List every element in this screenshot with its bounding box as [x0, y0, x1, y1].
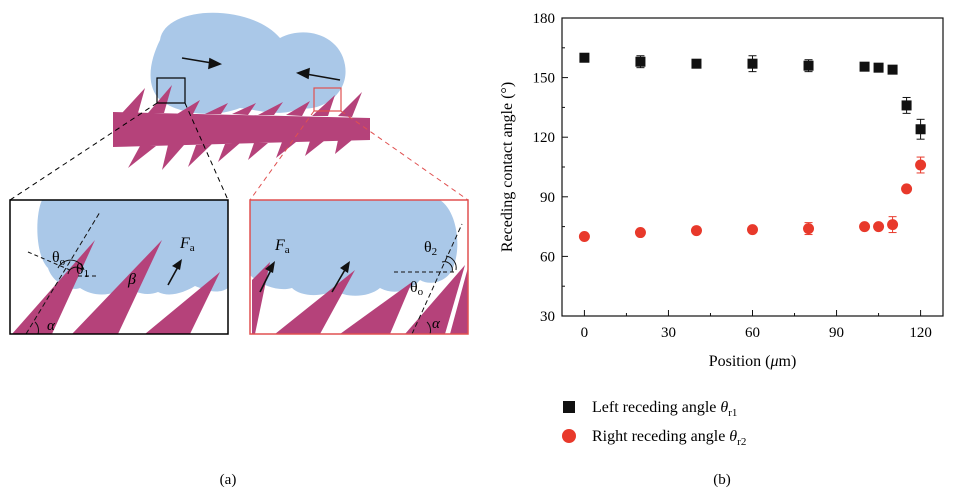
svg-text:Fa: Fa [179, 235, 195, 254]
inset-left-frame [9, 199, 229, 335]
inset-right-frame [249, 199, 469, 335]
fiber [113, 112, 370, 147]
x-tick-label: 60 [745, 325, 760, 341]
data-point-left [901, 100, 912, 111]
y-tick-label: 90 [540, 190, 555, 206]
inset-left: θo θ1 β Fa α [9, 199, 229, 335]
legend-marker-right [562, 429, 576, 443]
legend-symbol-left: θ [720, 399, 728, 416]
inset-right-droplet [250, 200, 458, 296]
selection-box-right [313, 87, 342, 112]
inset-right-theta-2-sub: 2 [432, 246, 438, 258]
droplet-arrow-left [295, 67, 341, 81]
inset-right-spine-3 [340, 282, 412, 334]
svg-text:Fa: Fa [274, 237, 290, 256]
x-tick-label: 120 [909, 325, 932, 341]
y-tick-label: 30 [540, 309, 555, 325]
inset-left-theta-o-sub: o [60, 256, 66, 268]
svg-text:θ1: θ1 [76, 261, 89, 280]
inset-right-theta-o-sub: o [418, 286, 424, 298]
x-tick-label: 30 [661, 325, 676, 341]
fiber-spines-top [122, 85, 362, 117]
inset-left-theta-o: θ [52, 249, 60, 266]
x-tick-label: 90 [829, 325, 844, 341]
legend-sub-right: r2 [737, 436, 746, 448]
data-point-left [691, 58, 702, 69]
data-point-right [915, 159, 927, 171]
inset-right-spine-4 [405, 267, 468, 334]
inset-left-spine-2 [72, 240, 162, 334]
data-point-right [873, 221, 885, 233]
legend: Left receding angle θr1 Right receding a… [562, 399, 746, 448]
data-point-left [859, 61, 870, 72]
inset-left-alpha: α [47, 318, 56, 334]
droplet-arrow-right [181, 57, 223, 70]
data-point-left [635, 56, 646, 67]
inset-right-force-sub: a [285, 244, 290, 256]
data-point-left [873, 62, 884, 73]
caption-a: (a) [220, 472, 237, 488]
y-tick-label: 150 [533, 71, 556, 87]
inset-left-force-sub: a [190, 242, 195, 254]
data-point-right [887, 219, 899, 231]
legend-label-left: Left receding angle [592, 399, 720, 416]
data-point-right [803, 223, 815, 235]
inset-left-droplet [37, 200, 228, 295]
selection-box-left [156, 77, 186, 104]
inset-right-theta-o: θ [410, 279, 418, 296]
inset-right-alpha: α [432, 316, 441, 332]
data-point-left [887, 64, 898, 75]
droplet [150, 12, 346, 114]
x-axis-label: Position (μm) [709, 353, 797, 370]
y-tick-label: 180 [533, 11, 556, 27]
data-point-right [690, 225, 702, 237]
legend-label-right: Right receding angle [592, 428, 729, 445]
inset-right: Fa θ2 θo α [249, 199, 469, 335]
svg-text:Right receding angle θr2: Right receding angle θr2 [592, 428, 746, 448]
y-tick-label: 60 [540, 249, 555, 265]
data-point-left [747, 58, 758, 69]
x-tick-label: 0 [581, 325, 589, 341]
zoom-lines-right [249, 110, 469, 201]
inset-left-theta-1: θ [76, 261, 84, 278]
data-point-left [915, 124, 926, 135]
panel-a: θo θ1 β Fa α [9, 12, 469, 488]
data-point-right [578, 231, 590, 243]
data-point-right [747, 224, 758, 236]
data-point-left [579, 52, 590, 63]
data-point-right [859, 221, 871, 233]
data-point-right [634, 227, 646, 239]
panel-b: 0 30 60 90 120 30 60 90 120 150 180 Position (μm) Re… [499, 11, 944, 488]
inset-left-force: F [179, 235, 190, 252]
inset-right-force: F [274, 237, 285, 254]
legend-sub-left: r1 [728, 407, 737, 419]
inset-left-beta: β [127, 271, 136, 288]
svg-text:Left receding angle θr1: Left receding angle θr1 [592, 399, 737, 419]
inset-left-spine-1 [12, 240, 95, 334]
y-axis-label: Receding contact angle (°) [499, 82, 516, 252]
svg-text:θ2: θ2 [424, 239, 437, 258]
legend-marker-left [563, 401, 575, 413]
legend-symbol-right: θ [729, 428, 737, 445]
chart: 0 30 60 90 120 30 60 90 120 150 180 Position (μm) Re… [499, 11, 944, 370]
zoom-lines-left [9, 102, 229, 201]
data-point-left [803, 60, 814, 71]
svg-text:θo: θo [52, 249, 66, 268]
data-point-right [901, 183, 913, 195]
inset-right-theta-2: θ [424, 239, 432, 256]
inset-left-theta-1-sub: 1 [84, 268, 90, 280]
caption-b: (b) [713, 472, 731, 488]
y-tick-label: 120 [533, 130, 556, 146]
inset-left-spine-3 [145, 272, 220, 334]
svg-text:θo: θo [410, 279, 424, 298]
